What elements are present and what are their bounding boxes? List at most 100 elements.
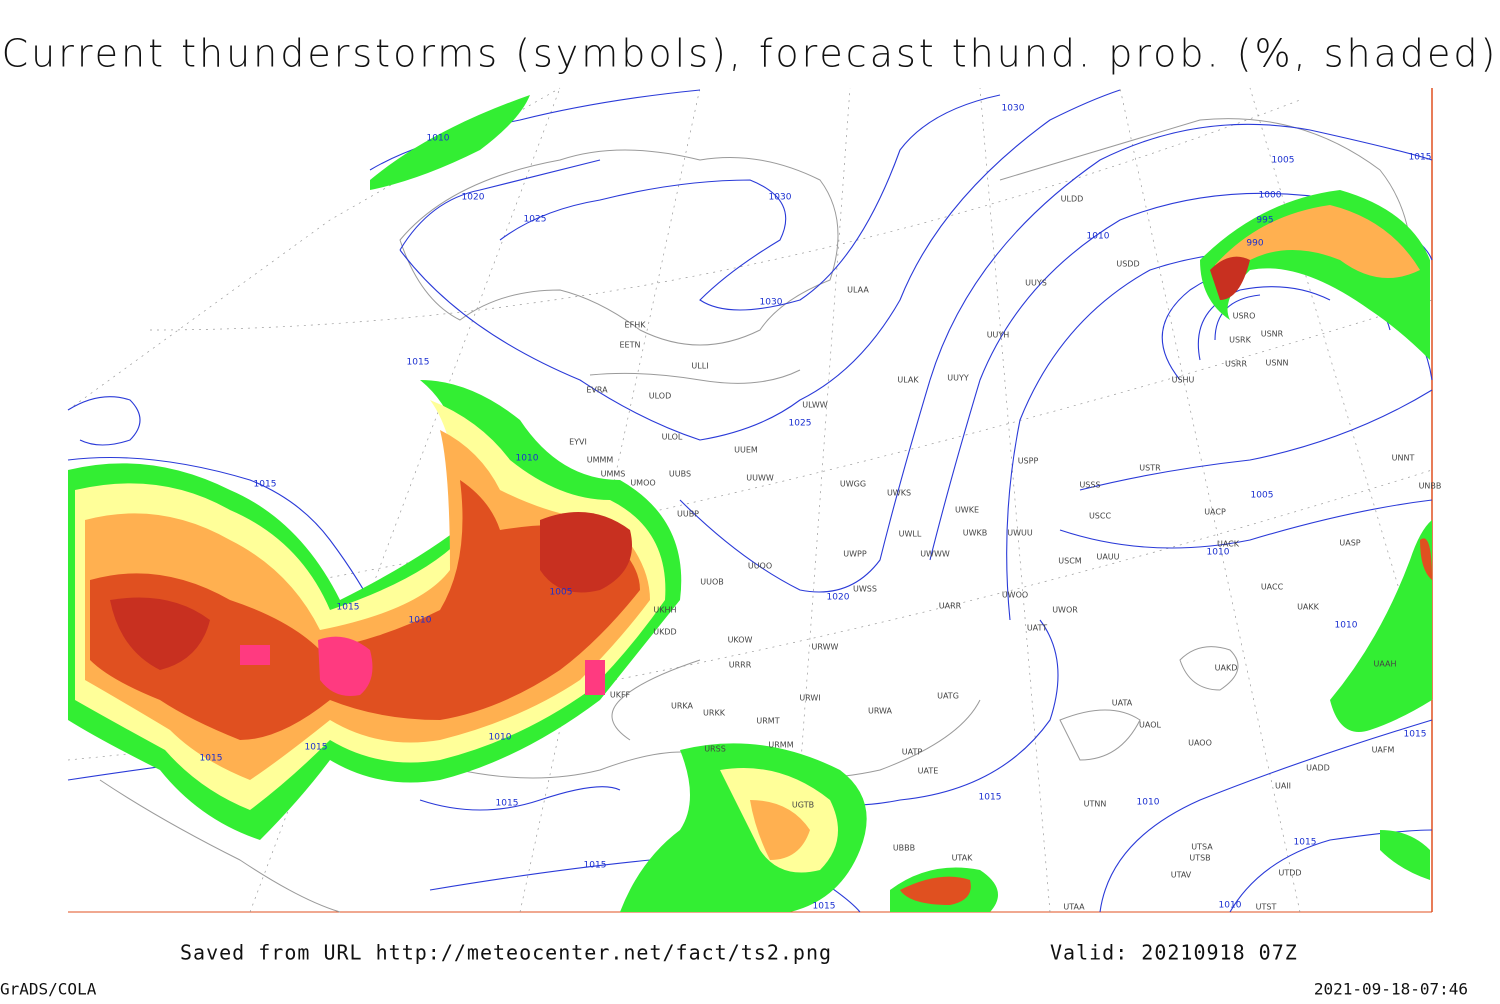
isobar-label: 1015 xyxy=(1294,838,1317,848)
station-label: ULLI xyxy=(691,362,708,371)
isobar-label: 1010 xyxy=(1219,901,1242,911)
station-label: UKFF xyxy=(610,691,631,700)
station-label: UACP xyxy=(1204,508,1226,517)
isobar-label: 1015 xyxy=(584,861,607,871)
isobar-label: 1025 xyxy=(789,419,812,429)
isobar-label: 1015 xyxy=(337,603,360,613)
station-label: URKA xyxy=(671,702,694,711)
isobar-label: 1010 xyxy=(516,454,539,464)
station-label: UATT xyxy=(1027,624,1047,633)
station-label: UGTB xyxy=(792,801,814,810)
station-label: USTR xyxy=(1139,464,1161,473)
station-label: UTAV xyxy=(1171,871,1192,880)
timestamp: 2021-09-18-07:46 xyxy=(1314,980,1468,999)
station-label: UTSB xyxy=(1189,854,1210,863)
station-label: UAAH xyxy=(1373,660,1396,669)
station-label: USSS xyxy=(1079,481,1100,490)
isobar-label: 1020 xyxy=(827,593,850,603)
station-label: UUOO xyxy=(748,562,772,571)
station-label: UATE xyxy=(918,767,939,776)
station-label: UUYH xyxy=(987,331,1010,340)
station-label: UMOO xyxy=(630,479,655,488)
station-label: UTAK xyxy=(952,854,974,863)
station-label: EFHK xyxy=(625,321,647,330)
station-label: USDD xyxy=(1116,260,1139,269)
station-label: EVRA xyxy=(586,386,608,395)
station-label: UWKS xyxy=(887,489,911,498)
station-label: UUYY xyxy=(947,374,969,383)
station-label: URWW xyxy=(812,643,839,652)
isobar-label: 1015 xyxy=(979,793,1002,803)
isobar-label: 1000 xyxy=(1259,191,1282,201)
isobar-label: 1030 xyxy=(769,193,792,203)
station-label: UUWW xyxy=(746,474,774,483)
station-label: UKHH xyxy=(653,606,676,615)
isobar-label: 1015 xyxy=(1404,730,1427,740)
station-label: UTNN xyxy=(1084,800,1107,809)
station-label: UWGG xyxy=(840,480,866,489)
isobar-label: 1015 xyxy=(305,743,328,753)
station-label: UWUU xyxy=(1007,529,1033,538)
isobar-label: 1015 xyxy=(813,902,836,912)
station-label: USCM xyxy=(1058,557,1082,566)
isobar-label: 1010 xyxy=(1137,798,1160,808)
station-label: URMT xyxy=(756,717,779,726)
station-label: USNR xyxy=(1261,330,1284,339)
station-label: UATP xyxy=(902,748,923,757)
isobar-label: 1015 xyxy=(200,754,223,764)
station-label: UUBP xyxy=(677,510,699,519)
station-label: ULAK xyxy=(897,376,919,385)
station-label: UWLL xyxy=(899,530,922,539)
station-label: USNN xyxy=(1266,359,1289,368)
isobar-label: 1015 xyxy=(254,480,277,490)
station-label: UADD xyxy=(1306,764,1330,773)
isobar-label: 995 xyxy=(1256,216,1273,226)
station-label: UACC xyxy=(1261,583,1284,592)
station-label: UMMS xyxy=(601,470,626,479)
isobar-labels: 1010 1020 1025 1030 1030 1030 1025 1015 1010 1015… xyxy=(200,104,1432,912)
station-label: USRR xyxy=(1225,360,1247,369)
station-label: USCC xyxy=(1089,512,1112,521)
station-label: UUOB xyxy=(700,578,724,587)
isobar-label: 1005 xyxy=(1251,491,1274,501)
station-label: EETN xyxy=(620,341,641,350)
isobar-label: 1010 xyxy=(1207,548,1230,558)
isobar-label: 1010 xyxy=(489,733,512,743)
station-label: ULOD xyxy=(649,392,671,401)
station-label: UWPP xyxy=(843,550,867,559)
station-label: UACK xyxy=(1217,540,1240,549)
station-label: UNNT xyxy=(1392,454,1415,463)
station-label: URWI xyxy=(799,694,820,703)
stations: EFHK EETN EVRA ULOD ULOL EYVI UMMS UMOO UUBS UUEM… xyxy=(569,195,1441,912)
station-label: UAKK xyxy=(1297,603,1320,612)
station-label: UUEM xyxy=(734,446,758,455)
station-label: UATA xyxy=(1112,699,1133,708)
isobar-label: 1015 xyxy=(496,799,519,809)
station-label: UWSS xyxy=(853,585,877,594)
station-label: USHU xyxy=(1172,376,1195,385)
station-label: UAUU xyxy=(1096,553,1119,562)
isobar-label: 1030 xyxy=(1002,104,1025,114)
isobar-label: 1015 xyxy=(407,358,430,368)
station-label: UAFM xyxy=(1372,746,1395,755)
isobar-label: 1025 xyxy=(524,215,547,225)
isobar-label: 1015 xyxy=(1409,153,1432,163)
station-label: ULDD xyxy=(1061,195,1084,204)
station-label: UWKB xyxy=(963,529,988,538)
isobar-label: 1005 xyxy=(550,588,573,598)
station-label: UAKD xyxy=(1215,664,1238,673)
station-label: URRR xyxy=(729,661,752,670)
isobar-label: 990 xyxy=(1246,239,1263,249)
station-label: UWWW xyxy=(920,550,950,559)
station-label: EYVI xyxy=(569,438,587,447)
station-label: UAOO xyxy=(1188,739,1212,748)
isobar-label: 1010 xyxy=(1087,232,1110,242)
valid-time: Valid: 20210918 07Z xyxy=(1050,941,1298,965)
isobar-label: 1030 xyxy=(760,298,783,308)
station-label: UUYS xyxy=(1025,279,1047,288)
station-label: UATG xyxy=(937,692,959,701)
station-label: UAOL xyxy=(1139,721,1161,730)
thunderstorm-symbols xyxy=(240,636,605,696)
